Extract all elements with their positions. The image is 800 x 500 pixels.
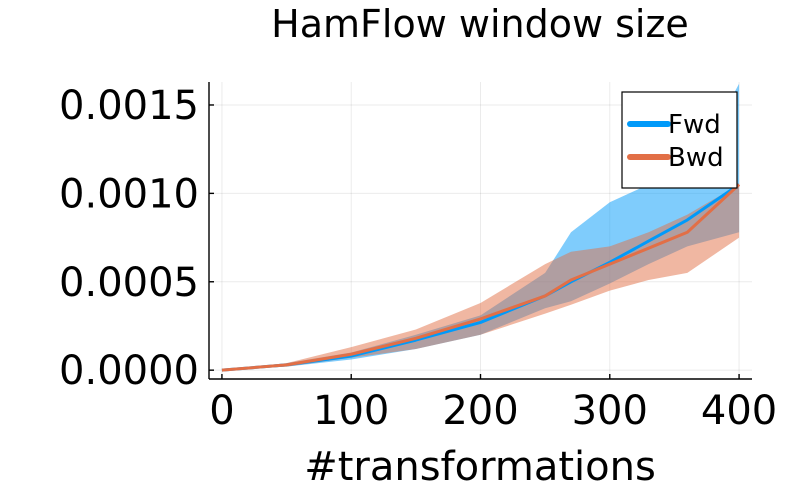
band-bwd [221, 184, 740, 371]
x-tick-label: 200 [442, 388, 518, 434]
axes [208, 82, 752, 380]
legend-box [621, 91, 738, 189]
x-axis-label: #transformations [304, 444, 656, 490]
legend-label-bwd: Bwd [668, 143, 724, 173]
x-tick-label: 300 [572, 388, 648, 434]
x-tick-label: 0 [209, 388, 234, 434]
y-tick-label: 0.0000 [59, 348, 199, 394]
chart-title: HamFlow window size [271, 2, 689, 46]
series-lines [221, 183, 741, 372]
y-tick-label: 0.0015 [59, 83, 199, 129]
x-tick-label: 400 [701, 388, 777, 434]
tick-labels: 0 100 200 300 400 0.0000 0.0005 0.0010 0.0015 [59, 83, 777, 434]
y-tick-label: 0.0010 [59, 171, 199, 217]
legend-label-fwd: Fwd [668, 110, 721, 140]
y-tick-label: 0.0005 [59, 260, 199, 306]
confidence-bands [221, 83, 740, 371]
band-fwd [221, 83, 740, 371]
line-bwd [221, 183, 741, 372]
x-tick-label: 100 [313, 388, 389, 434]
